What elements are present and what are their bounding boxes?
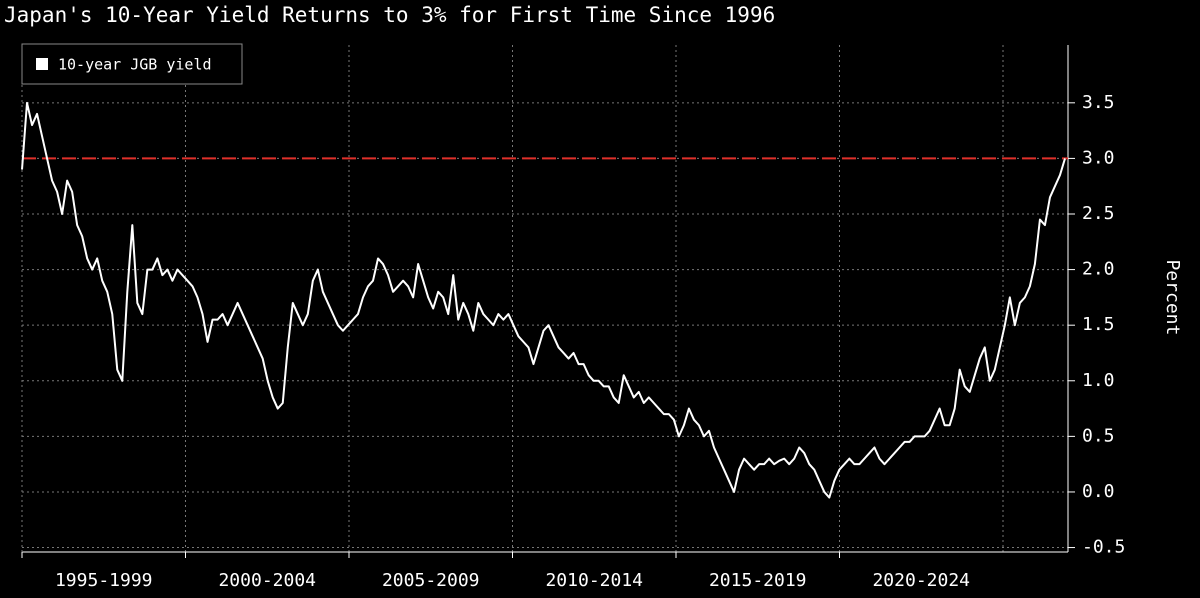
x-tick-label: 2020-2024 [872,570,970,591]
y-tick-label: 3.0 [1082,147,1115,168]
y-tick-label: 2.5 [1082,203,1115,224]
y-tick-label: 3.5 [1082,92,1115,113]
data-line [21,101,1066,499]
chart-title: Japan's 10-Year Yield Returns to 3% for … [4,3,775,27]
y-tick-label: 0.0 [1082,481,1115,502]
x-tick-label: 2015-2019 [709,570,807,591]
legend-swatch [36,58,48,70]
y-tick-label: -0.5 [1082,537,1125,558]
legend-label: 10-year JGB yield [58,56,212,74]
y-tick-label: 0.5 [1082,425,1115,446]
x-tick-label: 2005-2009 [382,570,480,591]
legend-box [21,43,243,85]
x-tick-label: 2010-2014 [545,570,643,591]
y-tick-label: 1.0 [1082,370,1115,391]
y-tick-label: 1.5 [1082,314,1115,335]
y-tick-label: 2.0 [1082,259,1115,280]
x-tick-label: 2000-2004 [218,570,316,591]
y-axis-label: Percent [1162,259,1183,335]
x-tick-label: 1995-1999 [55,570,153,591]
